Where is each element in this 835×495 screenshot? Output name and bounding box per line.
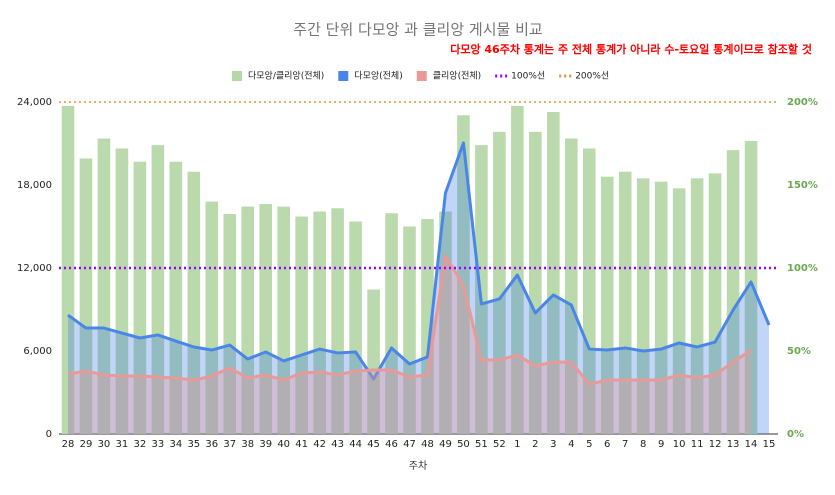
legend-swatch	[416, 71, 427, 81]
bar	[277, 206, 290, 434]
bar	[79, 158, 93, 434]
y-tick-label: 6,000	[23, 346, 52, 357]
bar	[313, 211, 326, 434]
x-tick-label: 7	[622, 439, 628, 450]
x-tick-label: 14	[745, 439, 758, 450]
legend-label: 클리앙(전체)	[433, 70, 481, 82]
bar	[564, 138, 578, 434]
x-tick-label: 3	[550, 439, 556, 450]
x-tick-label: 36	[205, 439, 218, 450]
x-axis-label: 주차	[409, 460, 427, 472]
x-tick-label: 49	[439, 439, 452, 450]
x-tick-label: 52	[493, 439, 506, 450]
chart-title: 주간 단위 다모앙 과 클리앙 게시물 비교	[293, 21, 542, 39]
line	[67, 141, 771, 381]
bar	[547, 111, 560, 435]
bar	[582, 148, 596, 435]
bar	[421, 219, 434, 434]
bar	[187, 171, 201, 434]
x-tick-label: 2	[532, 439, 538, 450]
x-tick-label: 44	[349, 439, 362, 450]
x-tick-label: 43	[331, 439, 344, 450]
bar	[654, 181, 668, 434]
x-tick-label: 28	[62, 439, 75, 450]
x-tick-label: 12	[709, 439, 722, 450]
bar	[672, 188, 686, 434]
bar	[151, 145, 165, 434]
x-tick-label: 33	[151, 439, 164, 450]
x-tick-label: 40	[277, 439, 290, 450]
x-tick-label: 9	[658, 439, 664, 450]
x-tick-label: 4	[568, 439, 574, 450]
x-tick-label: 15	[763, 439, 776, 450]
y-tick-label: 24,000	[17, 97, 52, 108]
x-tick-label: 45	[367, 439, 380, 450]
y2-tick-label: 150%	[787, 180, 818, 191]
bar	[115, 148, 129, 435]
bar	[529, 131, 542, 434]
bar	[97, 138, 111, 434]
x-tick-label: 29	[80, 439, 93, 450]
x-tick-label: 32	[134, 439, 147, 450]
bar	[618, 171, 632, 434]
x-tick-label: 42	[313, 439, 326, 450]
bar	[367, 289, 380, 434]
line	[67, 254, 752, 386]
x-tick-label: 13	[727, 439, 740, 450]
bar	[511, 105, 524, 434]
y-tick-label: 12,000	[17, 263, 52, 274]
x-tick-label: 35	[187, 439, 200, 450]
x-tick-label: 50	[457, 439, 470, 450]
legend-label: 다모앙(전체)	[354, 70, 402, 82]
annotation: 다모앙 46주차 통계는 주 전체 통계가 아니라 수-토요일 통계이므로 참조…	[450, 42, 812, 56]
x-tick-label: 10	[673, 439, 686, 450]
bar	[744, 141, 758, 434]
x-tick-label: 37	[223, 439, 236, 450]
x-tick-label: 34	[169, 439, 182, 450]
x-tick-label: 1	[514, 439, 520, 450]
bar	[690, 178, 704, 434]
legend-swatch	[232, 71, 242, 81]
x-tick-label: 46	[385, 439, 398, 450]
bar	[708, 173, 722, 434]
x-tick-label: 51	[475, 439, 488, 450]
area	[67, 142, 770, 435]
x-tick-label: 38	[241, 439, 254, 450]
x-tick-label: 39	[259, 439, 272, 450]
y2-tick-label: 50%	[787, 346, 811, 357]
bar	[636, 178, 650, 434]
bar	[349, 221, 362, 434]
x-tick-label: 47	[403, 439, 416, 450]
legend-label: 200%선	[575, 71, 609, 82]
y2-tick-label: 200%	[787, 97, 818, 108]
area	[67, 255, 752, 434]
bar	[457, 115, 470, 434]
bar	[61, 105, 75, 434]
y2-tick-label: 100%	[787, 263, 818, 274]
x-tick-label: 11	[691, 439, 704, 450]
x-tick-label: 6	[604, 439, 610, 450]
bar	[295, 216, 308, 434]
x-tick-label: 48	[421, 439, 434, 450]
bar	[403, 226, 416, 434]
bar	[169, 161, 183, 434]
x-tick-label: 5	[586, 439, 592, 450]
bar	[475, 145, 488, 434]
x-tick-label: 31	[116, 439, 129, 450]
bar	[133, 161, 147, 434]
x-tick-label: 8	[640, 439, 646, 450]
bar	[331, 208, 344, 434]
bar	[600, 176, 614, 434]
x-tick-label: 30	[98, 439, 111, 450]
x-tick-label: 41	[295, 439, 308, 450]
legend-label: 다모앙/클리앙(전체)	[248, 70, 324, 82]
legend-label: 100%선	[511, 71, 545, 82]
y-tick-label: 18,000	[17, 180, 52, 191]
legend-swatch	[338, 71, 349, 81]
bar	[223, 214, 237, 434]
y-tick-label: 0	[46, 429, 52, 440]
y2-tick-label: 0%	[787, 429, 804, 440]
